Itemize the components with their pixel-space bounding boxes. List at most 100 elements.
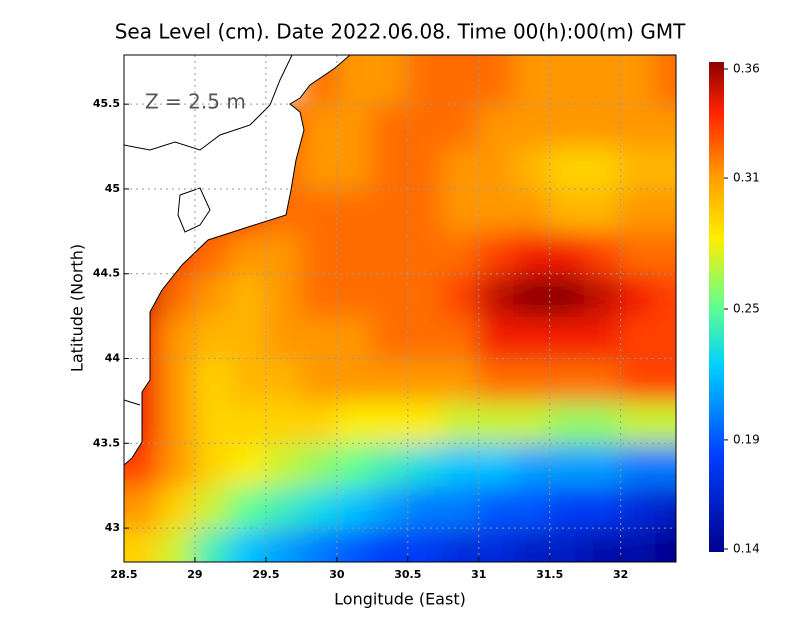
cell xyxy=(264,357,303,402)
cell xyxy=(548,442,587,487)
x-tick-label: 31.5 xyxy=(536,568,563,581)
cell xyxy=(619,442,658,487)
cell xyxy=(406,187,445,233)
cell xyxy=(371,272,409,318)
cell xyxy=(584,484,622,530)
cell xyxy=(513,55,551,106)
cell xyxy=(300,272,338,318)
cell xyxy=(655,315,676,360)
cell xyxy=(406,103,445,148)
cell xyxy=(335,103,374,148)
cell xyxy=(371,145,409,190)
cell xyxy=(477,187,516,233)
y-tick-label: 45.5 xyxy=(93,97,120,110)
cell xyxy=(193,357,232,402)
x-tick-label: 31 xyxy=(471,568,486,581)
cell xyxy=(229,527,267,562)
cell xyxy=(264,442,303,487)
cell xyxy=(406,399,445,445)
cell xyxy=(371,315,409,360)
cell xyxy=(335,145,374,190)
y-tick-label: 44.5 xyxy=(93,267,120,280)
cell xyxy=(406,145,445,190)
cell xyxy=(655,442,676,487)
cell xyxy=(548,527,587,562)
cell xyxy=(619,357,658,402)
cell xyxy=(406,527,445,562)
cell xyxy=(513,230,551,275)
colorbar-tick-label: 0.36 xyxy=(733,62,760,76)
cell xyxy=(406,55,445,106)
land xyxy=(124,55,351,466)
cell xyxy=(300,145,338,190)
cell xyxy=(229,442,267,487)
cell xyxy=(229,315,267,360)
cell xyxy=(406,442,445,487)
cell xyxy=(442,399,480,445)
cell xyxy=(442,230,480,275)
cell xyxy=(548,272,587,318)
cell xyxy=(300,442,338,487)
cell xyxy=(442,103,480,148)
cell xyxy=(124,484,161,530)
cell xyxy=(229,399,267,445)
cell xyxy=(548,55,587,106)
x-tick-label: 32 xyxy=(613,568,628,581)
cell xyxy=(264,272,303,318)
annotation: Z = 2.5 m xyxy=(145,90,246,114)
cell xyxy=(584,230,622,275)
cell xyxy=(442,527,480,562)
cell xyxy=(655,187,676,233)
cell xyxy=(335,357,374,402)
cell xyxy=(371,103,409,148)
cell xyxy=(300,527,338,562)
x-tick-label: 28.5 xyxy=(110,568,137,581)
cell xyxy=(619,527,658,562)
cell xyxy=(371,399,409,445)
cell xyxy=(264,484,303,530)
cell xyxy=(264,315,303,360)
y-tick-label: 43.5 xyxy=(93,436,120,449)
cell xyxy=(477,145,516,190)
cell xyxy=(442,145,480,190)
cell xyxy=(193,399,232,445)
cell xyxy=(229,484,267,530)
cell xyxy=(229,357,267,402)
cell xyxy=(193,527,232,562)
cell xyxy=(513,272,551,318)
cell xyxy=(655,272,676,318)
x-tick-label: 30.5 xyxy=(394,568,421,581)
cell xyxy=(584,315,622,360)
cell xyxy=(655,527,676,562)
cell xyxy=(548,315,587,360)
cell xyxy=(548,484,587,530)
cell xyxy=(158,357,196,402)
cell xyxy=(584,357,622,402)
cell xyxy=(513,103,551,148)
cell xyxy=(300,187,338,233)
y-tick-label: 45 xyxy=(105,182,120,195)
cell xyxy=(513,145,551,190)
cell xyxy=(371,55,409,106)
cell xyxy=(513,357,551,402)
cell xyxy=(300,103,338,148)
cell xyxy=(193,442,232,487)
cell xyxy=(406,230,445,275)
cell xyxy=(300,399,338,445)
cell xyxy=(264,527,303,562)
x-axis-label: Longitude (East) xyxy=(334,590,466,609)
cell xyxy=(158,399,196,445)
cell xyxy=(158,484,196,530)
cell xyxy=(513,527,551,562)
cells xyxy=(124,55,676,562)
plot-frame xyxy=(123,54,677,563)
cell xyxy=(193,315,232,360)
cell xyxy=(371,527,409,562)
cell xyxy=(158,315,196,360)
cell xyxy=(371,230,409,275)
cell xyxy=(584,527,622,562)
cell xyxy=(513,484,551,530)
cell xyxy=(584,187,622,233)
lake xyxy=(177,187,211,233)
colorbar-tick-label: 0.14 xyxy=(733,542,760,556)
